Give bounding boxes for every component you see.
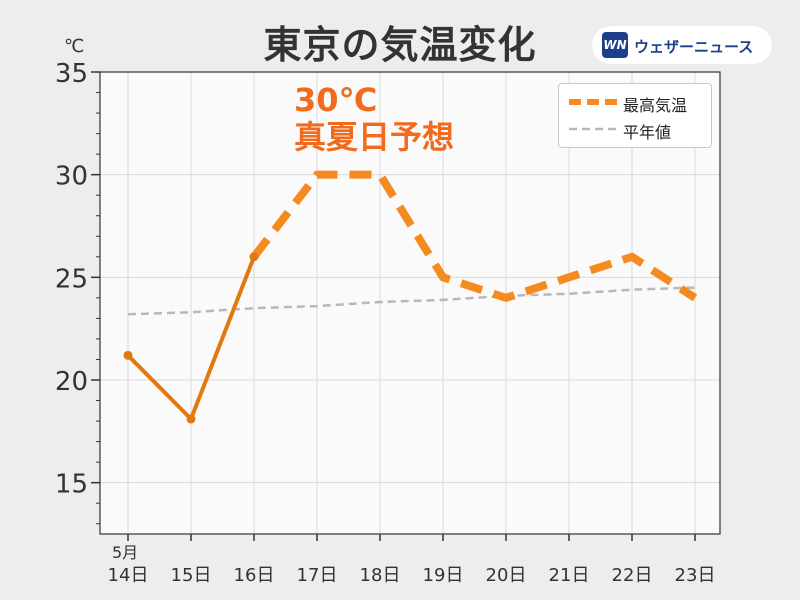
legend-swatch-max-temp xyxy=(569,99,617,105)
series-line-normal xyxy=(127,286,696,316)
y-axis-unit: ℃ xyxy=(64,36,85,57)
plot-frame xyxy=(99,71,721,535)
x-tick-label: 21日 xyxy=(549,565,590,586)
series-line-forecast xyxy=(250,170,698,302)
x-month-label: 5月 xyxy=(112,543,138,562)
x-tick-label: 23日 xyxy=(675,565,716,586)
y-tick-label: 25 xyxy=(55,264,88,294)
annotation-text: 真夏日予想 xyxy=(294,118,455,156)
chart-legend: 最高気温 平年値 xyxy=(558,83,712,148)
legend-item-normal: 平年値 xyxy=(559,117,709,142)
legend-item-max-temp: 最高気温 xyxy=(559,90,709,115)
annotation-temp: 30℃ xyxy=(294,81,378,119)
data-point-observed xyxy=(123,350,133,360)
y-tick-label: 30 xyxy=(55,162,88,192)
x-tick-label: 20日 xyxy=(486,565,527,586)
weathernews-logo: WN ウェザーニュース xyxy=(592,26,772,64)
y-tick-label: 35 xyxy=(55,59,88,89)
legend-label-max-temp: 最高気温 xyxy=(623,96,688,115)
weathernews-logo-mark: WN xyxy=(602,32,628,58)
chart-title: 東京の気温変化 xyxy=(263,23,537,67)
heat-annotation: 30℃ 真夏日予想 xyxy=(294,82,454,156)
x-tick-label: 22日 xyxy=(612,565,653,586)
x-tick-label: 18日 xyxy=(360,565,401,586)
x-tick-label: 15日 xyxy=(171,565,212,586)
weathernews-logo-text: ウェザーニュース xyxy=(634,38,754,56)
legend-label-normal: 平年値 xyxy=(623,123,672,142)
legend-swatch-normal xyxy=(569,127,617,131)
y-tick-label: 15 xyxy=(55,470,88,500)
data-point-observed xyxy=(249,252,259,262)
x-tick-label: 16日 xyxy=(234,565,275,586)
x-tick-label: 19日 xyxy=(423,565,464,586)
plot-area xyxy=(100,72,720,534)
x-tick-label: 14日 xyxy=(108,565,149,586)
y-tick-label: 20 xyxy=(55,367,88,397)
x-tick-label: 17日 xyxy=(297,565,338,586)
data-point-observed xyxy=(186,414,196,424)
